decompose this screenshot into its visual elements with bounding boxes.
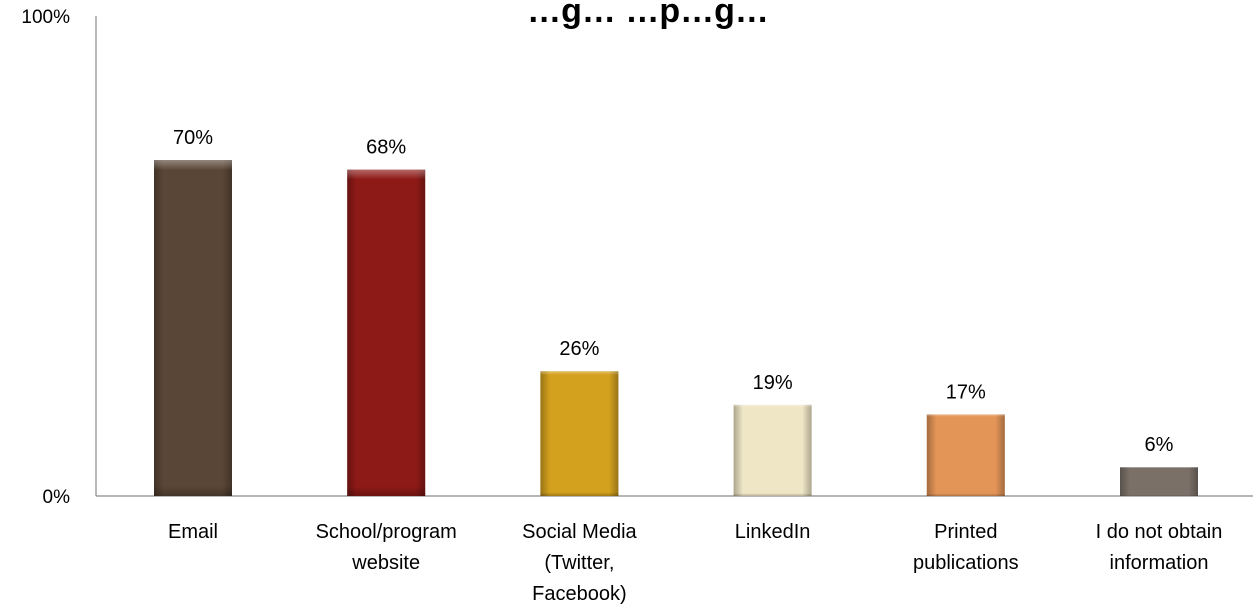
bar-bevel-top bbox=[540, 371, 619, 496]
x-tick-label: Social Media bbox=[522, 521, 637, 543]
data-label: 19% bbox=[753, 372, 793, 394]
data-label: 68% bbox=[366, 137, 406, 159]
x-tick-label: School/program bbox=[316, 521, 457, 543]
bar-bevel-top bbox=[926, 414, 1005, 496]
bar bbox=[347, 169, 426, 496]
x-tick-label: Printed bbox=[934, 521, 997, 543]
axes bbox=[95, 16, 1253, 497]
bar-bevel-top bbox=[154, 160, 232, 496]
x-tick-label: website bbox=[351, 552, 420, 574]
x-tick-label: information bbox=[1110, 552, 1209, 574]
bar bbox=[926, 414, 1005, 496]
data-label: 17% bbox=[946, 381, 986, 403]
bar-bevel-top bbox=[347, 169, 426, 496]
bar bbox=[1120, 467, 1198, 496]
category-labels: Email School/program website Social Media (T… bbox=[168, 521, 1222, 605]
x-tick-label: (Twitter, bbox=[544, 552, 614, 574]
y-ticks: 0% 100% bbox=[21, 7, 70, 508]
x-tick-label: publications bbox=[913, 552, 1019, 574]
bar-bevel-top bbox=[1120, 467, 1198, 496]
y-tick-label: 100% bbox=[21, 7, 70, 28]
chart-title: …g… …p…g… bbox=[527, 0, 769, 30]
x-tick-label: I do not obtain bbox=[1096, 521, 1223, 543]
data-label: 70% bbox=[173, 127, 213, 149]
bar bbox=[154, 160, 232, 496]
bar bbox=[540, 371, 619, 496]
value-labels: 70% 68% 26% 19% 17% 6% bbox=[173, 127, 1174, 456]
bar-bevel-top bbox=[733, 404, 812, 496]
x-tick-label: LinkedIn bbox=[735, 521, 811, 543]
bar bbox=[733, 404, 812, 496]
x-tick-label: Email bbox=[168, 521, 218, 543]
x-tick-label: Facebook) bbox=[532, 583, 627, 605]
data-label: 26% bbox=[559, 338, 599, 360]
bars bbox=[154, 160, 1198, 496]
data-label: 6% bbox=[1145, 434, 1174, 456]
y-tick-label: 0% bbox=[43, 487, 71, 508]
